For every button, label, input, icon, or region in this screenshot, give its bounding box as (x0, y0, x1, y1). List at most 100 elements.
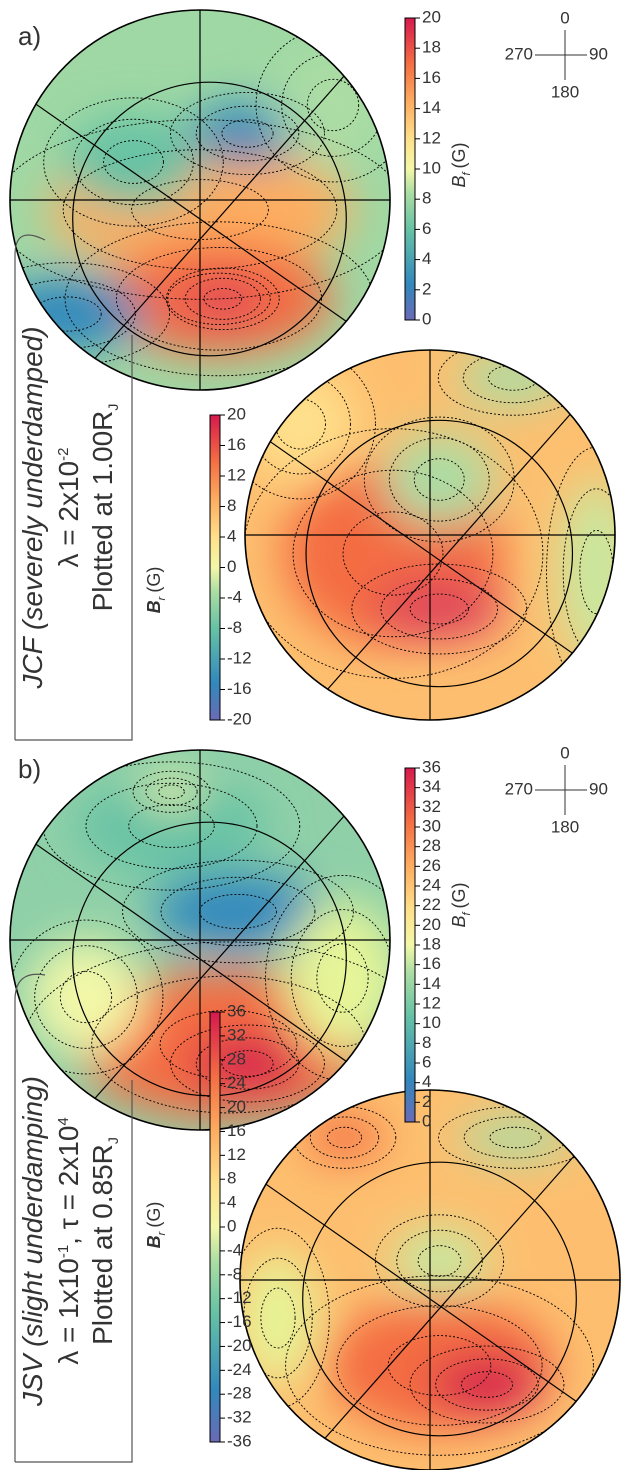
colorbar-tick-label: 20 (422, 7, 441, 26)
colorbar-tick-label: 36 (227, 1001, 246, 1020)
colorbar-tick-label: 12 (227, 465, 246, 484)
colorbar-tick-label: -36 (227, 1431, 252, 1450)
colorbar-tick-label: 20 (227, 1097, 246, 1116)
polar-map (9, 750, 434, 1147)
colorbar-tick-label: 14 (422, 974, 441, 993)
symbol: B (449, 916, 469, 928)
unit: (G) (449, 142, 469, 168)
symbol: B (144, 600, 164, 613)
colorbar-tick-label: 12 (422, 128, 441, 147)
plotted-sub: J (105, 404, 121, 411)
unit: (G) (144, 567, 164, 593)
colorbar-tick-label: 18 (422, 38, 441, 57)
colorbar-tick-label: 28 (227, 1049, 246, 1068)
map-field (9, 750, 434, 1147)
colorbar (210, 415, 220, 720)
compass-label: 90 (589, 44, 608, 63)
field-blob (392, 1227, 487, 1295)
colorbar-label: Bf (G) (449, 882, 473, 927)
caption-plotted: Plotted at 0.85RJ (87, 1137, 121, 1345)
colorbar-tick-label: -12 (227, 1288, 252, 1307)
colorbar-tick-label: 16 (422, 68, 441, 87)
param-text: λ = 1x10 (53, 1258, 84, 1365)
colorbar-tick-label: 14 (422, 98, 441, 117)
param-sup: 4 (55, 1117, 72, 1125)
compass-label: 270 (505, 44, 533, 63)
caption-model: JCF (severely underdamped) (17, 326, 48, 689)
field-blob (67, 115, 200, 210)
colorbar (210, 1012, 220, 1442)
colorbar-tick-label: 36 (422, 757, 441, 776)
colorbar-tick-label: 8 (422, 189, 431, 208)
colorbar-tick-label: 34 (422, 777, 441, 796)
colorbar-tick-label: 4 (422, 1072, 431, 1091)
caption-param: λ = 2x10-2 (53, 448, 84, 568)
colorbar-tick-label: 4 (422, 249, 431, 268)
colorbar-tick-label: 0 (422, 309, 431, 328)
unit: (G) (449, 882, 469, 908)
field-blob (458, 350, 569, 406)
subscript: r (156, 595, 168, 600)
colorbar-tick-label: -4 (227, 587, 242, 606)
colorbar-tick-label: 16 (227, 435, 246, 454)
colorbar-tick-label: 2 (422, 1092, 431, 1111)
subscript: f (461, 172, 473, 176)
plotted-sub: J (105, 1137, 121, 1144)
map-field (226, 340, 621, 720)
colorbar-tick-label: 10 (422, 1013, 441, 1032)
compass-label: 90 (589, 779, 608, 798)
caption-plotted: Plotted at 1.00RJ (87, 404, 121, 612)
colorbar (405, 18, 415, 320)
panel-label: a) (18, 21, 41, 51)
param-sup: -1 (55, 1245, 72, 1258)
colorbar-tick-label: 8 (227, 1169, 236, 1188)
colorbar-tick-label: 18 (422, 934, 441, 953)
colorbar-tick-label: 26 (422, 856, 441, 875)
colorbar-tick-label: 12 (422, 993, 441, 1012)
polar-map (226, 340, 621, 720)
map-field (227, 1090, 620, 1470)
param-text: λ = 2x10 (53, 461, 84, 568)
colorbar-tick-label: -24 (227, 1360, 252, 1379)
panel-label: b) (18, 754, 41, 784)
colorbar-tick-label: -20 (227, 709, 252, 728)
colorbar-tick-label: 0 (422, 1111, 431, 1130)
colorbar-tick-label: 28 (422, 836, 441, 855)
colorbar-tick-label: 0 (227, 557, 236, 576)
plotted-text: Plotted at 0.85R (87, 1144, 118, 1345)
colorbar-tick-label: -8 (227, 618, 242, 637)
compass-label: 180 (551, 82, 579, 101)
colorbar-tick-label: -28 (227, 1384, 252, 1403)
colorbar-tick-label: -16 (227, 679, 252, 698)
colorbar-tick-label: 2 (422, 279, 431, 298)
colorbar-tick-label: -32 (227, 1408, 252, 1427)
colorbar-tick-label: 24 (227, 1073, 246, 1092)
compass-label: 180 (551, 817, 579, 836)
colorbar-tick-label: 10 (422, 158, 441, 177)
colorbar-label: Br (G) (144, 567, 168, 614)
colorbar-tick-label: 0 (227, 1216, 236, 1235)
subscript: f (461, 912, 473, 916)
param-text: , τ = 2x10 (53, 1126, 84, 1245)
colorbar-tick-label: 30 (422, 816, 441, 835)
field-blob (375, 576, 505, 643)
colorbar-tick-label: 22 (422, 895, 441, 914)
field-blob (143, 777, 200, 807)
colorbar-tick-label: 16 (422, 954, 441, 973)
colorbar-tick-label: -8 (227, 1264, 242, 1283)
colorbar-tick-label: 8 (227, 496, 236, 515)
map-field (0, 10, 410, 390)
symbol: B (449, 176, 469, 188)
colorbar-label: Bf (G) (449, 142, 473, 187)
field-blob (384, 433, 495, 526)
colorbar-tick-label: -12 (227, 648, 252, 667)
colorbar-tick-label: -16 (227, 1312, 252, 1331)
colorbar-tick-label: -4 (227, 1240, 242, 1259)
colorbar-tick-label: 20 (422, 915, 441, 934)
colorbar-tick-label: 12 (227, 1145, 246, 1164)
caption-param: λ = 1x10-1, τ = 2x104 (53, 1117, 84, 1365)
polar-map (0, 10, 410, 390)
colorbar-tick-label: 6 (422, 219, 431, 238)
subscript: r (156, 1230, 168, 1235)
unit: (G) (144, 1202, 164, 1228)
